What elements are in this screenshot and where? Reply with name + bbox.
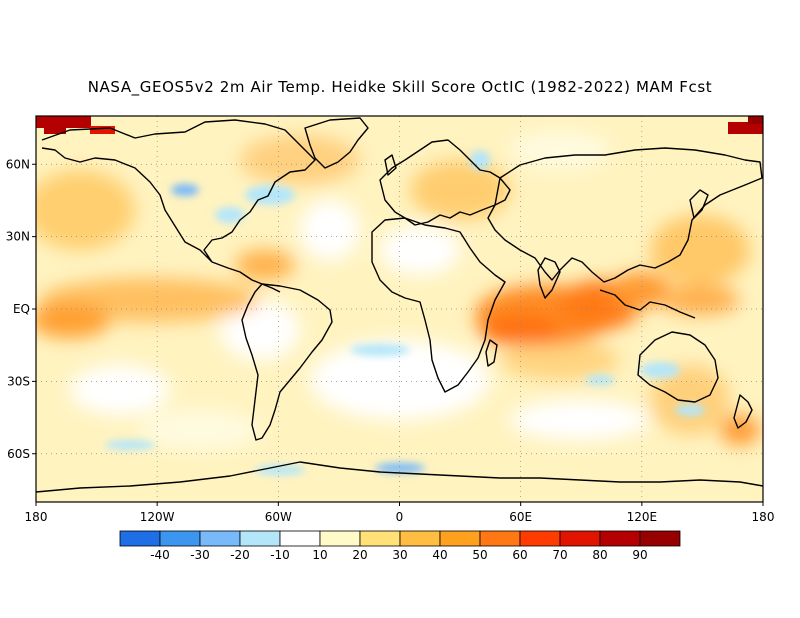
lat-tick-label: EQ xyxy=(13,302,30,316)
uk-outline xyxy=(384,154,397,176)
asia-outline xyxy=(487,147,763,283)
colorbar-label: 30 xyxy=(392,548,407,562)
colorbar-swatch xyxy=(319,530,361,547)
australia-outline xyxy=(637,331,719,403)
colorbar-swatch xyxy=(439,530,481,547)
antarctica-outline xyxy=(36,461,763,493)
colorbar-label: 50 xyxy=(472,548,487,562)
colorbar-label: 10 xyxy=(312,548,327,562)
greenland-outline xyxy=(304,117,369,169)
colorbar-swatch xyxy=(519,530,561,547)
lon-tick-label: 60E xyxy=(509,510,532,524)
africa-outline xyxy=(371,217,506,393)
india-outline xyxy=(537,257,561,299)
colorbar-label: -40 xyxy=(150,548,170,562)
colorbar-swatch xyxy=(559,530,601,547)
colorbar-label: 70 xyxy=(552,548,567,562)
colorbar-label: -30 xyxy=(190,548,210,562)
continent-outlines xyxy=(36,117,763,493)
longitude-axis: 180 120W 60W 0 60E 120E 180 xyxy=(25,502,775,524)
latitude-axis: 60N 30N EQ 30S 60S xyxy=(6,157,36,461)
lat-tick-label: 30S xyxy=(7,374,30,388)
colorbar-swatch xyxy=(399,530,441,547)
colorbar-swatch xyxy=(599,530,641,547)
indonesia-outline xyxy=(599,289,696,319)
colorbar-label: 20 xyxy=(352,548,367,562)
lon-tick-label: 120E xyxy=(627,510,658,524)
lon-tick-label: 180 xyxy=(752,510,775,524)
skill-field xyxy=(36,132,760,450)
arctic-high-skill xyxy=(36,116,763,134)
colorbar-swatch xyxy=(119,530,161,547)
colorbar-swatch xyxy=(239,530,281,547)
colorbar-label: -10 xyxy=(270,548,290,562)
lon-tick-label: 180 xyxy=(25,510,48,524)
lon-tick-label: 120W xyxy=(140,510,175,524)
north-america-outline xyxy=(41,119,316,293)
lat-tick-label: 60N xyxy=(6,157,30,171)
colorbar-swatch xyxy=(479,530,521,547)
colorbar-label: 80 xyxy=(592,548,607,562)
europe-outline xyxy=(379,139,511,226)
colorbar-swatch xyxy=(199,530,241,547)
colorbar-swatch xyxy=(639,530,681,547)
madagascar-outline xyxy=(485,339,498,367)
map-panel xyxy=(36,116,763,502)
lon-tick-label: 60W xyxy=(265,510,292,524)
lon-tick-label: 0 xyxy=(396,510,404,524)
colorbar-label: -20 xyxy=(230,548,250,562)
colorbar: -40 -30 -20 -10 10 20 30 40 50 60 70 80 90 xyxy=(119,530,681,562)
page-title: NASA_GEOS5v2 2m Air Temp. Heidke Skill S… xyxy=(87,78,713,96)
colorbar-label: 40 xyxy=(432,548,447,562)
new-zealand-outline xyxy=(733,394,753,429)
colorbar-label: 60 xyxy=(512,548,527,562)
lat-tick-label: 60S xyxy=(7,447,30,461)
colorbar-label: 90 xyxy=(632,548,647,562)
south-america-outline xyxy=(241,283,333,441)
lat-tick-label: 30N xyxy=(6,230,30,244)
colorbar-swatch xyxy=(159,530,201,547)
colorbar-swatch xyxy=(359,530,401,547)
japan-outline xyxy=(689,189,709,219)
colorbar-swatch xyxy=(279,530,321,547)
